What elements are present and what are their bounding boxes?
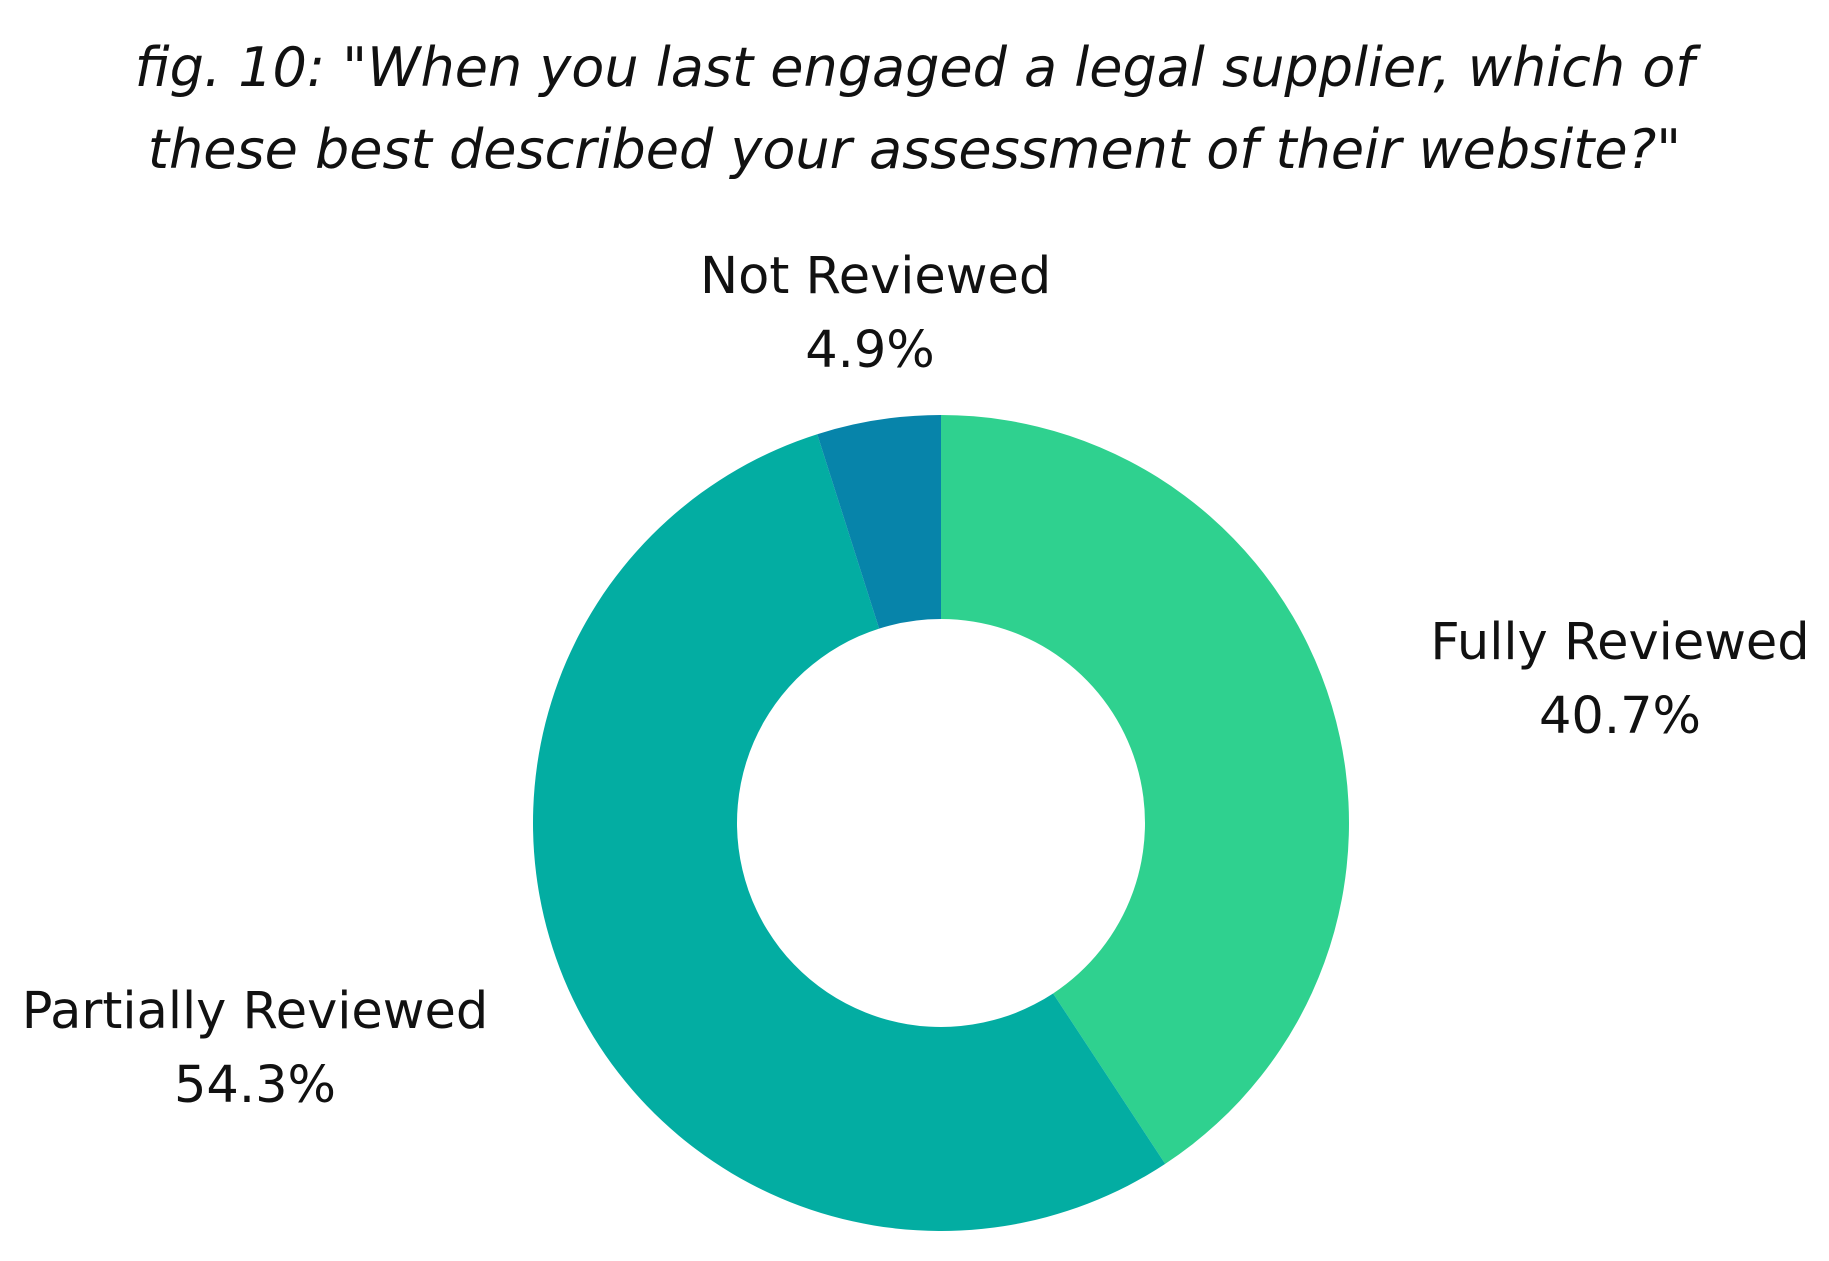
slice-label-name: Fully Reviewed [1430, 613, 1810, 672]
slice-label-value: 54.3% [173, 1056, 336, 1115]
slice-label-name: Not Reviewed [700, 247, 1052, 306]
slice-fully-reviewed [941, 415, 1350, 1164]
slice-label-value: 4.9% [805, 321, 935, 380]
chart-title-line-2: these best described your assessment of … [147, 118, 1682, 181]
slice-partially-reviewed [533, 434, 1166, 1232]
slice-label-fully-reviewed: Fully Reviewed 40.7% [1420, 606, 1820, 754]
slice-label-not-reviewed: Not Reviewed 4.9% [700, 240, 1052, 388]
slice-label-partially-reviewed: Partially Reviewed 54.3% [20, 975, 490, 1123]
chart-title-line-1: fig. 10: "When you last engaged a legal … [134, 36, 1695, 99]
slice-not-reviewed [817, 415, 941, 629]
slice-label-value: 40.7% [1538, 687, 1701, 746]
slice-label-name: Partially Reviewed [21, 982, 489, 1041]
